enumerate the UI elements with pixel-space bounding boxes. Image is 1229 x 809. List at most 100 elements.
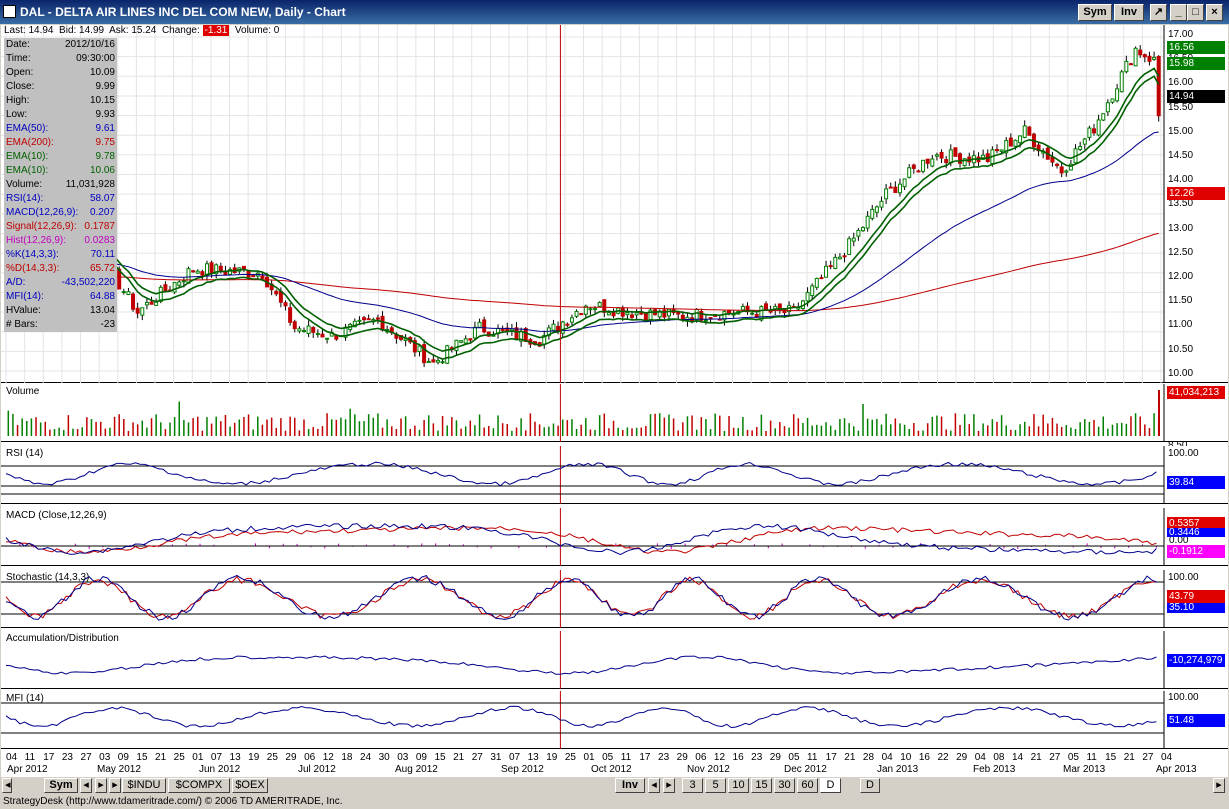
candle — [1018, 135, 1023, 144]
candle — [703, 319, 708, 322]
candle — [158, 286, 163, 302]
period-tab[interactable]: 10 — [728, 778, 749, 793]
right-scroll-icon[interactable]: ▸ — [1213, 778, 1225, 793]
sym-tab[interactable]: Sym — [44, 778, 78, 793]
candle — [1128, 63, 1133, 66]
candle — [251, 275, 256, 278]
date-tick: 25 — [173, 752, 185, 763]
macd-pane[interactable]: MACD (Close,12,26,9) 0.5357 0.3446 0.00 … — [1, 508, 1228, 566]
candle — [944, 159, 949, 163]
link-icon[interactable]: ↗ — [1150, 4, 1167, 21]
candle — [1138, 49, 1143, 56]
data-row: Time: 09:30:00 — [4, 52, 117, 66]
month-label: Jul 2012 — [298, 764, 336, 775]
date-tick: 10 — [900, 752, 912, 763]
data-key: High: — [6, 95, 30, 106]
prev-symbol-icon[interactable]: ◂ — [80, 778, 92, 793]
rsi-line — [5, 461, 1157, 487]
inv-tab[interactable]: Inv — [615, 778, 645, 793]
maximize-icon[interactable]: □ — [1187, 4, 1204, 21]
bid-price: Bid: 14.99 — [59, 25, 105, 36]
inv-next-icon[interactable]: ▸ — [663, 778, 675, 793]
minimize-icon[interactable]: _ — [1170, 4, 1187, 21]
mfi-tag: 51.48 — [1167, 714, 1225, 727]
price-axis-label: 11.00 — [1168, 319, 1193, 331]
price-axis-label: 15.50 — [1168, 101, 1194, 113]
candle — [1115, 88, 1120, 102]
candle — [666, 308, 671, 317]
month-label: May 2012 — [97, 764, 141, 775]
period-tab[interactable]: 15 — [751, 778, 772, 793]
price-tag: 14.94 — [1167, 90, 1225, 103]
data-row: EMA(50): 9.61 — [4, 122, 117, 136]
data-key: Open: — [6, 67, 34, 78]
tab-compx[interactable]: $COMPX — [168, 778, 230, 793]
month-label: Nov 2012 — [687, 764, 730, 775]
candle — [810, 285, 815, 296]
candle — [1064, 170, 1069, 173]
candle — [630, 314, 635, 318]
date-tick: 21 — [155, 752, 167, 763]
candle — [680, 314, 685, 320]
date-tick: 21 — [453, 752, 465, 763]
date-tick: 11 — [24, 752, 36, 763]
candle — [454, 339, 459, 352]
macd-hist-tag: -0.1912 — [1167, 545, 1225, 558]
candle — [1096, 119, 1101, 136]
candle — [1082, 138, 1087, 145]
candle — [283, 302, 288, 307]
candle — [861, 227, 866, 232]
period-d-alt[interactable]: D — [860, 778, 880, 793]
app-icon — [3, 5, 16, 18]
candle — [763, 303, 768, 311]
data-value: -23 — [100, 319, 115, 330]
candle — [214, 264, 219, 275]
candle — [412, 340, 417, 353]
tab-indu[interactable]: $INDU — [122, 778, 166, 793]
period-tab[interactable]: 3 — [682, 778, 703, 793]
candle — [486, 331, 491, 337]
rsi-pane[interactable]: RSI (14) 100.00 39.84 — [1, 446, 1228, 504]
candle — [579, 313, 584, 316]
month-label: Sep 2012 — [501, 764, 544, 775]
macd-label: MACD (Close,12,26,9) — [6, 510, 107, 521]
candle — [1027, 126, 1032, 136]
mfi-pane[interactable]: MFI (14) 100.00 51.48 — [1, 691, 1228, 749]
stochastic-pane[interactable]: Stochastic (14,3,3) 100.00 43.79 35.10 — [1, 570, 1228, 628]
candle — [435, 359, 440, 363]
scroll-left-icon[interactable]: ◂ — [2, 778, 12, 793]
candle — [209, 262, 214, 274]
candle — [260, 275, 265, 279]
period-tab[interactable]: 30 — [774, 778, 795, 793]
ad-pane[interactable]: Accumulation/Distribution -10,274,979 — [1, 631, 1228, 689]
month-label: Jan 2013 — [877, 764, 919, 775]
price-pane[interactable]: Last: 14.94 Bid: 14.99 Ask: 15.24 Change… — [1, 25, 1228, 451]
candle — [306, 325, 311, 335]
candle — [468, 338, 473, 341]
close-icon[interactable]: × — [1206, 4, 1223, 21]
candle — [953, 147, 958, 157]
inv-prev-icon[interactable]: ◂ — [648, 778, 660, 793]
candle — [722, 311, 727, 321]
next-symbol-icon[interactable]: ▸ — [95, 778, 107, 793]
candle — [606, 312, 611, 316]
period-tab[interactable]: 5 — [705, 778, 726, 793]
period-tab[interactable]: D — [820, 778, 841, 793]
inv-button[interactable]: Inv — [1114, 4, 1144, 21]
price-axis-label: 14.50 — [1168, 150, 1194, 161]
change-value: -1.31 — [202, 25, 230, 36]
data-row: %K(14,3,3): 70.11 — [4, 248, 117, 262]
candle — [1152, 56, 1157, 60]
sym-button[interactable]: Sym — [1078, 4, 1112, 21]
date-tick: 04 — [1161, 752, 1173, 763]
date-tick: 05 — [1067, 752, 1079, 763]
tab-oex[interactable]: $OEX — [232, 778, 268, 793]
data-panel: Date: 2012/10/16 Time: 09:30:00 Open: 10.09 Cl… — [4, 38, 117, 332]
scroll-right-icon[interactable]: ▸ — [109, 778, 121, 793]
volume-pane[interactable]: Volume 41,034,213 — [1, 384, 1228, 442]
candle — [140, 307, 145, 316]
price-axis-label: 11.50 — [1168, 295, 1193, 307]
candle — [1008, 137, 1013, 147]
date-tick: 23 — [751, 752, 763, 763]
period-tab[interactable]: 60 — [797, 778, 818, 793]
